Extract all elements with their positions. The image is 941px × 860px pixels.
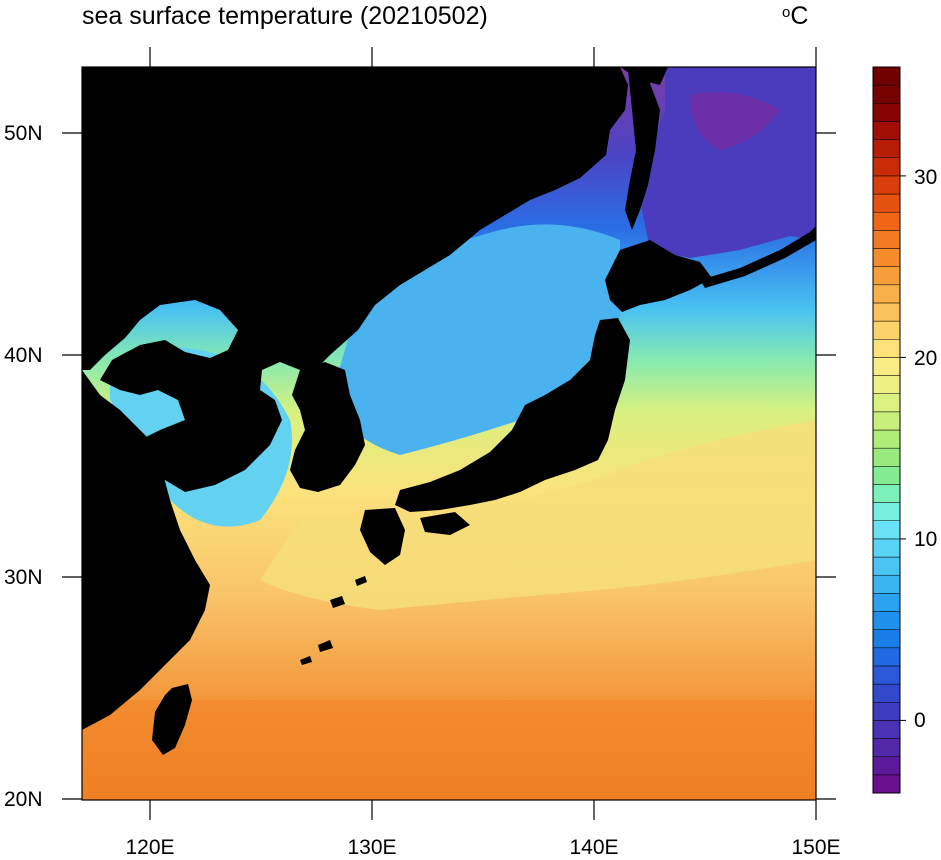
degree-symbol: o [782, 4, 791, 21]
asian-mainland [82, 67, 628, 492]
colorbar-swatch [872, 538, 901, 558]
colorbar-swatch [872, 320, 901, 340]
colorbar-swatch [872, 121, 901, 140]
colorbar-label-0: 0 [914, 709, 926, 732]
colorbar-swatch [872, 284, 901, 304]
colorbar-swatch [872, 683, 901, 703]
colorbar [872, 66, 906, 794]
colorbar-swatch [872, 702, 901, 721]
lat-label-30n: 30N [4, 566, 43, 589]
lon-label-140e: 140E [569, 836, 619, 859]
southern-warm-region [82, 700, 816, 800]
map-plot-area [82, 67, 816, 800]
colorbar-swatch [872, 157, 901, 177]
colorbar-swatch [872, 266, 901, 286]
colorbar-swatch [872, 230, 901, 249]
colorbar-swatch [872, 647, 901, 667]
unit-letter: C [790, 2, 809, 30]
colorbar-frame [872, 66, 901, 794]
korean-peninsula [290, 362, 365, 492]
colorbar-swatch [872, 593, 901, 612]
colorbar-swatch [872, 574, 901, 594]
colorbar-swatch [872, 103, 901, 122]
shikoku-island [420, 512, 470, 535]
colorbar-swatch [872, 302, 901, 322]
kuroshio-warm-band [260, 420, 816, 610]
map-title: sea surface temperature (20210502) [82, 2, 488, 30]
colorbar-swatch [872, 720, 901, 739]
colorbar-swatch [872, 375, 901, 394]
colorbar-swatch [872, 393, 901, 413]
map-frame [81, 66, 817, 801]
northern-coast [620, 67, 668, 85]
lon-label-130e: 130E [347, 836, 397, 859]
colorbar-swatch [872, 629, 901, 649]
colorbar-label-10: 10 [914, 528, 938, 551]
colorbar-swatch [872, 520, 901, 540]
colorbar-swatch [872, 611, 901, 630]
kyushu-island [360, 508, 405, 565]
colorbar-swatch [872, 466, 901, 485]
lat-label-50n: 50N [4, 122, 43, 145]
colorbar-swatch [872, 193, 901, 213]
colorbar-swatch [872, 738, 901, 757]
colorbar-swatch [872, 756, 901, 776]
colorbar-label-20: 20 [914, 347, 938, 370]
lon-label-150e: 150E [791, 836, 841, 859]
colorbar-swatch [872, 665, 901, 685]
colorbar-swatch [872, 484, 901, 503]
china-coast [82, 370, 210, 730]
colorbar-swatch [872, 556, 901, 576]
map-ticks [62, 47, 836, 820]
colorbar-swatch [872, 339, 901, 358]
colorbar-swatch [872, 211, 901, 231]
lat-label-20n: 20N [4, 788, 43, 811]
unit-label: oC [782, 2, 808, 31]
colorbar-swatch [872, 502, 901, 522]
lat-label-40n: 40N [4, 344, 43, 367]
colorbar-swatch [872, 447, 901, 467]
colorbar-swatch [872, 175, 901, 195]
colorbar-swatch [872, 429, 901, 449]
colorbar-swatch [872, 774, 901, 794]
taiwan-island [152, 684, 192, 755]
honshu-island [395, 318, 630, 512]
colorbar-swatch [872, 84, 901, 104]
colorbar-swatch [872, 248, 901, 267]
hokkaido-island [605, 240, 712, 312]
colorbar-swatch [872, 66, 901, 86]
lon-label-120e: 120E [125, 836, 175, 859]
colorbar-swatch [872, 411, 901, 431]
colorbar-label-30: 30 [914, 166, 938, 189]
coldest-water-region [690, 92, 780, 150]
colorbar-swatch [872, 357, 901, 376]
kuril-islands [700, 226, 816, 288]
colorbar-swatch [872, 139, 901, 159]
sakhalin-island [625, 70, 660, 230]
